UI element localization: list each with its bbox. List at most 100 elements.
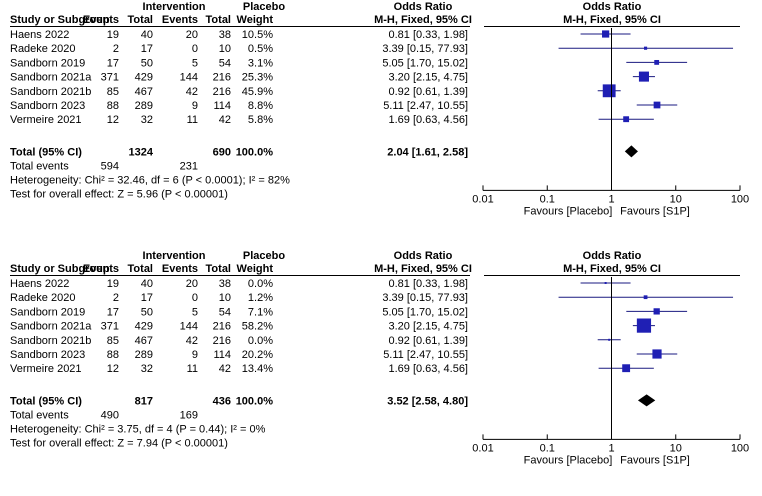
header-placebo: Placebo [243,1,285,13]
overall-effect-text: Test for overall effect: Z = 7.94 (P < 0… [10,437,228,449]
study-marker [652,349,662,359]
placebo-events: 5 [192,57,198,69]
study-name: Haens 2022 [10,29,69,41]
placebo-total: 216 [213,72,231,84]
x-tick-label: 0.1 [540,193,555,205]
total-events-label: Total events [10,409,69,421]
placebo-events: 9 [192,100,198,112]
summary-diamond [624,145,638,158]
header-placebo-events: Events [162,263,198,275]
study-marker [643,295,648,300]
intervention-events: 88 [107,349,119,361]
total-events-label: Total events [10,160,69,172]
header-placebo-events: Events [162,14,198,26]
study-odds-ratio: 3.20 [2.15, 4.75] [388,321,468,333]
forest-plot-panel-2: Intervention Placebo Odds Ratio Odds Ratio S… [0,249,762,496]
summary-diamond [637,394,656,407]
study-name: Haens 2022 [10,278,69,290]
study-odds-ratio: 0.81 [0.33, 1.98] [388,29,468,41]
study-name: Sandborn 2021a [10,72,92,84]
study-weight: 0.5% [248,43,273,55]
header-intervention: Intervention [143,1,206,13]
intervention-events: 12 [107,363,119,375]
study-name: Sandborn 2021b [10,86,91,98]
study-marker [638,71,649,82]
header-plot-method: M-H, Fixed, 95% CI [563,263,661,275]
x-tick-label: 10 [670,193,682,205]
intervention-events: 17 [107,57,119,69]
total-label: Total (95% CI) [10,146,82,158]
header-weight: Weight [237,14,274,26]
intervention-events: 19 [107,29,119,41]
placebo-events: 20 [186,29,198,41]
study-name: Sandborn 2023 [10,100,85,112]
x-tick-label: 100 [731,442,749,454]
placebo-total: 38 [219,278,231,290]
placebo-total: 38 [219,29,231,41]
header-weight: Weight [237,263,274,275]
placebo-total: 42 [219,114,231,126]
placebo-events: 144 [180,72,198,84]
study-weight: 1.2% [248,292,273,304]
study-odds-ratio: 5.05 [1.70, 15.02] [382,306,468,318]
study-weight: 58.2% [242,321,273,333]
study-odds-ratio: 5.11 [2.47, 10.55] [383,349,468,361]
intervention-total: 32 [141,363,153,375]
forest-plot-1: Intervention Placebo Odds Ratio Odds Ratio S… [10,1,749,217]
study-name: Radeke 2020 [10,43,75,55]
favours-left-label: Favours [Placebo] [524,205,613,217]
study-odds-ratio: 0.92 [0.61, 1.39] [388,335,468,347]
overall-effect-text: Test for overall effect: Z = 5.96 (P < 0… [10,188,228,200]
total-odds-ratio: 3.52 [2.58, 4.80] [387,395,468,407]
placebo-events: 42 [186,86,198,98]
placebo-events: 11 [187,114,198,126]
placebo-total: 54 [219,306,231,318]
placebo-total: 114 [213,349,231,361]
study-odds-ratio: 3.39 [0.15, 77.93] [382,292,468,304]
study-name: Radeke 2020 [10,292,75,304]
placebo-total: 216 [213,335,231,347]
study-marker [654,59,660,65]
total-events-placebo: 231 [180,160,198,172]
study-marker [602,84,616,98]
placebo-events: 42 [186,335,198,347]
study-weight: 8.8% [248,100,273,112]
header-placebo-total: Total [206,14,231,26]
total-events-intervention: 490 [101,409,119,421]
study-marker [643,46,648,50]
study-weight: 5.8% [248,114,273,126]
intervention-total: 40 [141,29,153,41]
intervention-events: 85 [107,86,119,98]
total-placebo: 436 [213,395,231,407]
intervention-total: 467 [135,86,153,98]
study-marker [608,338,611,341]
header-placebo: Placebo [243,250,285,262]
study-odds-ratio: 1.69 [0.63, 4.56] [388,363,468,375]
study-marker [604,282,607,284]
total-events-intervention: 594 [101,160,119,172]
intervention-events: 12 [107,114,119,126]
intervention-total: 429 [135,72,153,84]
intervention-events: 88 [107,100,119,112]
placebo-events: 0 [192,43,198,55]
header-or-method: M-H, Fixed, 95% CI [374,263,472,275]
study-name: Sandborn 2019 [10,57,85,69]
favours-right-label: Favours [S1P] [620,205,690,217]
study-marker [623,116,630,123]
header-intervention-events: Events [83,14,119,26]
study-weight: 7.1% [248,306,273,318]
study-name: Sandborn 2021a [10,321,92,333]
total-events-placebo: 169 [180,409,198,421]
intervention-events: 17 [107,306,119,318]
total-intervention: 817 [135,395,153,407]
study-weight: 0.0% [248,335,273,347]
header-or-method: M-H, Fixed, 95% CI [374,14,472,26]
study-marker [653,101,661,109]
study-odds-ratio: 3.20 [2.15, 4.75] [388,72,468,84]
x-tick-label: 0.1 [540,442,555,454]
heterogeneity-text: Heterogeneity: Chi² = 3.75, df = 4 (P = … [10,423,266,435]
intervention-total: 467 [135,335,153,347]
study-odds-ratio: 1.69 [0.63, 4.56] [388,114,468,126]
intervention-events: 2 [113,292,119,304]
total-placebo: 690 [213,146,231,158]
